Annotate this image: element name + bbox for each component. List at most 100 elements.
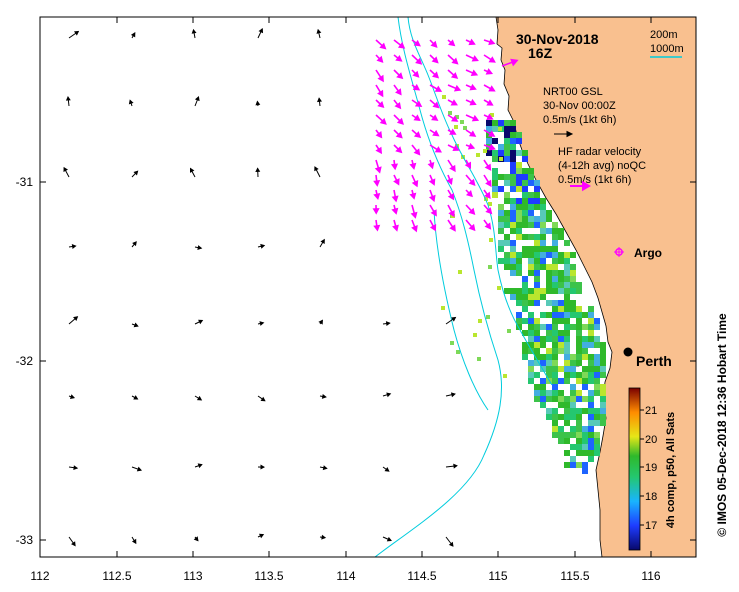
sst-pixel bbox=[570, 396, 576, 402]
sst-pixel bbox=[534, 222, 540, 228]
sst-pixel bbox=[492, 168, 498, 174]
sst-pixel bbox=[458, 270, 462, 274]
sst-pixel bbox=[576, 438, 582, 444]
sst-pixel bbox=[558, 402, 564, 408]
sst-pixel bbox=[600, 408, 606, 414]
sst-pixel bbox=[582, 378, 588, 384]
sst-pixel bbox=[546, 216, 552, 222]
sst-pixel bbox=[558, 378, 564, 384]
model-arrow bbox=[68, 465, 79, 471]
sst-pixel bbox=[510, 156, 516, 162]
radar-arrow bbox=[465, 142, 476, 150]
sst-pixel bbox=[540, 240, 546, 246]
sst-pixel bbox=[534, 192, 540, 198]
sst-pixel bbox=[588, 456, 594, 462]
sst-pixel bbox=[522, 300, 528, 306]
radar-arrow bbox=[373, 189, 381, 201]
sst-pixel bbox=[516, 228, 522, 234]
sst-pixel bbox=[486, 120, 492, 126]
x-tick-label: 114.5 bbox=[407, 569, 436, 583]
contour-canyon bbox=[433, 209, 489, 411]
sst-pixel bbox=[546, 252, 552, 258]
sst-pixel bbox=[528, 204, 534, 210]
sst-pixel bbox=[534, 372, 540, 378]
model-arrow bbox=[257, 321, 265, 326]
sst-pixel bbox=[534, 270, 540, 276]
x-axis-labels: 112 112.5 113 113.5 114 114.5 115 115.5 … bbox=[30, 569, 660, 583]
sst-pixel bbox=[582, 396, 588, 402]
model-arrow bbox=[255, 167, 261, 178]
colorbar-labels: 21 20 19 18 17 bbox=[645, 405, 657, 532]
sst-pixel bbox=[588, 426, 594, 432]
sst-pixel bbox=[492, 186, 498, 192]
radar-arrow bbox=[411, 219, 418, 233]
sst-pixel bbox=[594, 432, 600, 438]
sst-pixel bbox=[552, 252, 558, 258]
sst-pixel bbox=[564, 312, 570, 318]
sst-pixel bbox=[510, 240, 516, 246]
radar-arrow bbox=[411, 174, 419, 188]
sst-pixel bbox=[497, 286, 501, 290]
sst-pixel bbox=[564, 252, 570, 258]
sst-pixel bbox=[450, 341, 454, 345]
sst-pixel bbox=[552, 396, 558, 402]
sst-pixel bbox=[552, 258, 558, 264]
sst-pixel bbox=[546, 366, 552, 372]
sst-pixel bbox=[570, 432, 576, 438]
radar-arrow bbox=[465, 204, 476, 216]
sst-pixel bbox=[546, 288, 552, 294]
sst-pixel bbox=[600, 396, 606, 402]
model-arrow bbox=[128, 99, 134, 107]
radar-arrow bbox=[465, 219, 476, 232]
sst-pixel bbox=[546, 372, 552, 378]
radar-arrow bbox=[373, 174, 381, 187]
sst-pixel bbox=[546, 246, 552, 252]
sst-pixel bbox=[570, 402, 576, 408]
sst-pixel bbox=[516, 216, 522, 222]
radar-arrow bbox=[483, 189, 491, 200]
sst-pixel bbox=[570, 324, 576, 330]
radar-arrow bbox=[465, 38, 476, 46]
sst-pixel bbox=[528, 270, 534, 276]
sst-pixel bbox=[522, 318, 528, 324]
sst-pixel bbox=[516, 270, 522, 276]
sst-pixel bbox=[558, 426, 564, 432]
sst-pixel bbox=[588, 372, 594, 378]
sst-pixel bbox=[564, 276, 570, 282]
sst-pixel bbox=[558, 438, 564, 444]
model-arrow bbox=[65, 95, 71, 107]
sst-pixel bbox=[552, 318, 558, 324]
sst-pixel bbox=[516, 300, 522, 306]
sst-pixel bbox=[600, 348, 606, 354]
sst-pixel bbox=[510, 210, 516, 216]
sst-pixel bbox=[552, 300, 558, 306]
radar-legend-title: HF radar velocity bbox=[558, 146, 642, 158]
sst-pixel bbox=[594, 372, 600, 378]
sst-pixel bbox=[528, 192, 534, 198]
sst-pixel bbox=[504, 138, 510, 144]
sst-pixel bbox=[473, 333, 477, 337]
sst-pixel bbox=[522, 222, 528, 228]
sst-pixel bbox=[564, 408, 570, 414]
radar-arrow bbox=[411, 54, 423, 65]
sst-pixel bbox=[564, 330, 570, 336]
sst-pixel bbox=[600, 384, 606, 390]
sst-pixel bbox=[564, 354, 570, 360]
sst-pixel bbox=[576, 432, 582, 438]
sst-pixel bbox=[510, 162, 516, 168]
sst-pixel bbox=[540, 342, 546, 348]
model-arrow bbox=[382, 466, 390, 472]
sst-pixel bbox=[576, 282, 582, 288]
sst-pixel bbox=[534, 240, 540, 246]
sst-pixel bbox=[588, 444, 594, 450]
sst-pixel bbox=[534, 330, 540, 336]
sst-pixel bbox=[564, 258, 570, 264]
sst-pixel bbox=[564, 438, 570, 444]
radar-arrow bbox=[429, 99, 440, 109]
radar-arrow bbox=[411, 144, 421, 156]
model-arrow bbox=[319, 534, 327, 540]
sst-pixel bbox=[582, 444, 588, 450]
sst-pixel bbox=[528, 348, 534, 354]
sst-pixel bbox=[456, 350, 460, 354]
sst-pixel bbox=[558, 270, 564, 276]
